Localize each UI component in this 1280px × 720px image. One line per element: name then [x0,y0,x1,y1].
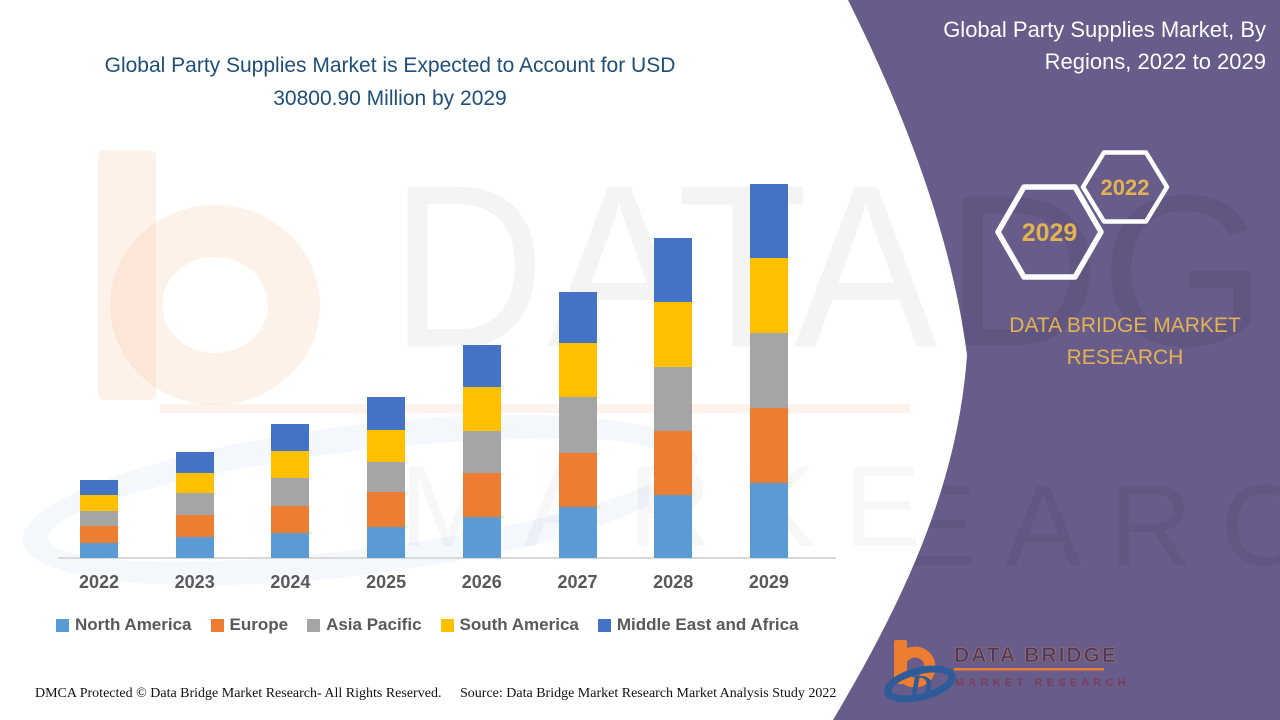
svg-text:2022: 2022 [1101,175,1150,200]
watermark-logo-underline [160,404,910,413]
logo-wordmark: DATA BRIDGE [954,644,1118,667]
bar-segment [654,495,693,558]
bar-segment [80,480,118,495]
bar-segment [749,483,788,558]
bar-segment [175,473,214,493]
panel-brand-line1: DATA BRIDGE MARKET [1009,314,1241,337]
legend-label: Europe [229,615,289,634]
legend-swatch [56,618,69,632]
bar-segment [80,543,118,558]
bar-segment [749,184,788,258]
legend-item: Asia Pacific [307,615,422,635]
legend-item: South America [440,615,579,635]
chart-title-line1: Global Party Supplies Market is Expected… [104,54,676,77]
legend-label: South America [459,615,579,634]
x-axis-year-label: 2025 [366,572,407,592]
bar-segment [80,511,118,526]
bar-segment [367,462,406,492]
bar-segment [462,473,501,517]
hexagon-2029: 2029 [995,184,1104,280]
chart-legend: North America Europe Asia Pacific South Ame… [56,615,799,635]
x-axis-year-label: 2024 [270,572,311,592]
legend-swatch [597,618,611,632]
bar-segment [80,526,118,543]
bar-segment [175,515,214,537]
panel-title-line1: Global Party Supplies Market, By [943,17,1266,42]
legend-swatch [440,618,454,632]
x-axis-year-label: 2026 [461,572,502,592]
dbmr-logo: D DATA BRIDGE MARKET RESEARCH [884,640,1130,704]
footer-source: Source: Data Bridge Market Research Mark… [460,686,837,701]
bar-segment [462,345,501,387]
legend-item: Europe [210,615,289,635]
bar-segment [462,431,501,473]
hexagon-badges: 2022 2029 [995,150,1170,280]
logo-underline [954,668,1104,671]
x-axis-year-label: 2029 [748,572,789,592]
bar-segment [175,537,214,558]
bar-segment [271,533,310,558]
chart-title: Global Party Supplies Market is Expected… [50,50,730,115]
x-axis-year-label: 2022 [78,572,120,592]
x-axis-line [58,557,836,559]
chart-title-line2: 30800.90 Million by 2029 [273,86,507,110]
legend-item: Middle East and Africa [597,615,799,635]
bar-segment [558,453,597,507]
legend-label: Middle East and Africa [616,615,799,634]
bar-segment [654,302,693,367]
bar-segment [367,492,406,527]
bar-segment [462,517,501,558]
legend-item: North America [56,615,192,635]
bar-segment [175,452,214,473]
bar-segment [654,238,693,302]
x-axis-year-label: 2023 [174,572,215,592]
panel-title-line2: Regions, 2022 to 2029 [1044,48,1266,74]
bar-segment [80,495,118,511]
bar-segment [654,367,693,431]
bar-segment [654,431,693,495]
bar-segment [367,527,406,558]
svg-text:2029: 2029 [1022,219,1078,247]
footer-copyright: DMCA Protected © Data Bridge Market Rese… [35,686,442,701]
bar-segment [271,451,310,478]
legend-swatch [307,618,321,632]
logo-monogram-d: D [908,668,932,704]
bar-segment [558,292,597,343]
logo-subtext: MARKET RESEARCH [955,677,1130,689]
hexagon-2022: 2022 [1080,150,1170,224]
bar-segment [271,506,310,533]
bar-segment [558,397,597,453]
bar-segment [271,424,310,451]
panel-brand-line2: RESEARCH [1066,345,1184,369]
bar-segment [367,430,406,462]
bar-segment [558,343,597,397]
legend-swatch [210,618,224,632]
panel-brand-text: DATA BRIDGE MARKET RESEARCH [965,310,1280,373]
bar-segment [749,333,788,408]
legend-label: North America [75,615,192,634]
x-axis-year-label: 2028 [653,572,694,592]
bar-segment [367,397,406,430]
bar-segment [749,408,788,483]
bar-segment [175,493,214,515]
bar-segment [462,387,501,431]
x-axis-year-label: 2027 [557,572,598,592]
legend-label: Asia Pacific [326,615,422,634]
bar-segment [749,258,788,333]
bar-segment [558,507,597,558]
bar-segment [271,478,310,506]
panel-title: Global Party Supplies Market, By Regions… [846,14,1266,78]
